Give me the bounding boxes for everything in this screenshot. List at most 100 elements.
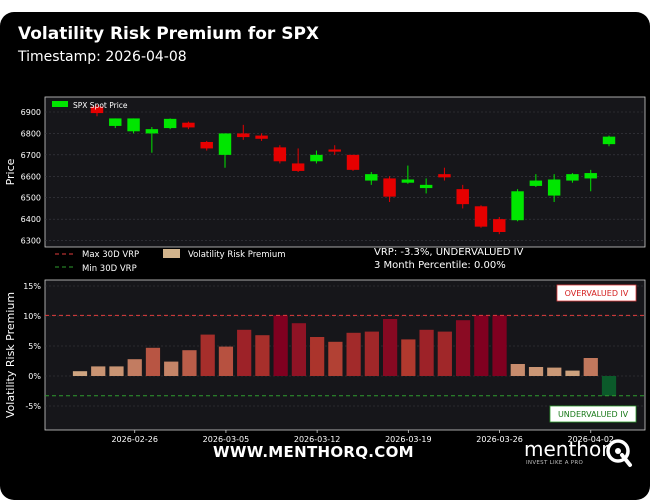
vrp-x-tick-label: 2026-03-19 [385, 435, 432, 444]
vrp-y-tick-label: 0% [28, 372, 41, 381]
candle-body [273, 147, 287, 162]
candle-body [383, 178, 396, 197]
chart-title: Volatility Risk Premium for SPX [18, 24, 320, 44]
brand-logo: menthor INVEST LIKE A PRO [524, 437, 634, 475]
candle-body [547, 179, 561, 196]
candle-body [365, 174, 378, 181]
vrp-bar [237, 329, 252, 376]
vrp-x-tick-label: 2026-03-05 [203, 435, 250, 444]
vrp-bar [291, 323, 307, 376]
vrp-bar [255, 335, 270, 376]
price-legend-swatch [52, 101, 68, 107]
timestamp: Timestamp: 2026-04-08 [18, 49, 187, 65]
vrp-y-tick-label: 15% [23, 282, 41, 291]
candle-body [218, 133, 232, 155]
vrp-bar [273, 315, 288, 376]
vrp-plot-area [44, 279, 646, 431]
vrp-bar [346, 332, 361, 376]
price-y-tick-label: 6600 [21, 172, 41, 181]
vrp-y-tick-label: -5% [25, 402, 41, 411]
overvalued-box [556, 284, 637, 302]
vrp-bar [91, 366, 106, 376]
candle-body [602, 136, 616, 145]
candle-body [182, 122, 195, 128]
candle-body [474, 206, 488, 227]
candle-body [109, 118, 122, 126]
candle-body [291, 163, 305, 171]
vrp-bar [419, 329, 434, 376]
vrp-bar [455, 320, 471, 376]
price-y-tick-label: 6900 [21, 108, 41, 117]
candle-body [511, 191, 524, 221]
price-plot-area [44, 96, 646, 248]
candle-body [456, 189, 469, 205]
vrp-bar [601, 376, 617, 396]
undervalued-box [549, 405, 637, 423]
legend-min-label: Min 30D VRP [82, 264, 137, 274]
vrp-y-axis-label: Volatility Risk Premium [4, 292, 17, 418]
vrp-bar [437, 331, 452, 376]
vrp-y-tick-label: 10% [23, 312, 41, 321]
vrp-bar [510, 364, 525, 376]
legend-vrp-label: Volatility Risk Premium [188, 250, 286, 260]
price-y-tick-label: 6700 [21, 151, 41, 160]
candle-body [493, 219, 506, 232]
vrp-bar [528, 367, 544, 376]
footer-website[interactable]: WWW.MENTHORQ.COM [213, 443, 414, 461]
candle-body [419, 184, 433, 189]
vrp-bar [182, 350, 197, 376]
candle-body [438, 174, 451, 178]
price-y-tick-label: 6400 [21, 215, 41, 224]
vrp-bar [310, 337, 325, 376]
vrp-bar [328, 341, 343, 376]
candle-body [90, 106, 104, 114]
vrp-bar [127, 359, 142, 376]
vrp-bar [200, 334, 215, 376]
vrp-percentile: 3 Month Percentile: 0.00% [374, 260, 506, 271]
candle-body [237, 133, 250, 138]
menthor-q-logo-icon [606, 439, 632, 467]
vrp-bar [382, 319, 398, 376]
candle-body [529, 180, 543, 186]
price-y-axis-label: Price [4, 158, 17, 185]
candle-body [127, 118, 140, 132]
vrp-bar [474, 315, 489, 376]
candle-body [255, 135, 268, 139]
vrp-x-tick-label: 2026-02-26 [111, 435, 158, 444]
vrp-bar [401, 339, 416, 376]
brand-name: menthor [524, 437, 610, 461]
undervalued-label: UNDERVALUED IV [558, 410, 629, 419]
vrp-bar [218, 346, 234, 376]
vrp-bar [583, 358, 598, 376]
candle-body [328, 149, 341, 152]
brand-tagline: INVEST LIKE A PRO [526, 460, 584, 466]
vrp-bar [109, 366, 124, 376]
vrp-bar [145, 347, 161, 376]
vrp-bar [72, 371, 88, 376]
price-y-tick-label: 6800 [21, 129, 41, 138]
vrp-x-tick-label: 2026-03-12 [294, 435, 341, 444]
legend-max-label: Max 30D VRP [82, 250, 139, 260]
vrp-bar [364, 331, 379, 376]
candle-body [346, 154, 360, 170]
vrp-bar [164, 361, 179, 376]
candle-body [145, 129, 159, 134]
price-legend-label: SPX Spot Price [73, 101, 128, 110]
vrp-bar [565, 370, 580, 376]
overvalued-label: OVERVALUED IV [565, 289, 629, 298]
price-y-tick-label: 6300 [21, 237, 41, 246]
candle-body [584, 173, 597, 179]
vrp-y-tick-label: 5% [28, 342, 41, 351]
vrp-bar [492, 315, 507, 376]
vrp-x-tick-label: 2026-03-26 [476, 435, 523, 444]
candle-body [566, 174, 579, 181]
candle-body [163, 118, 177, 129]
vrp-x-tick-label: 2026-04-02 [568, 435, 615, 444]
candle-body [200, 142, 213, 149]
legend-vrp-swatch [163, 249, 180, 258]
vrp-status: VRP: -3.3%, UNDERVALUED IV [374, 247, 524, 258]
candle-body [401, 179, 415, 183]
candle-body [310, 154, 323, 162]
